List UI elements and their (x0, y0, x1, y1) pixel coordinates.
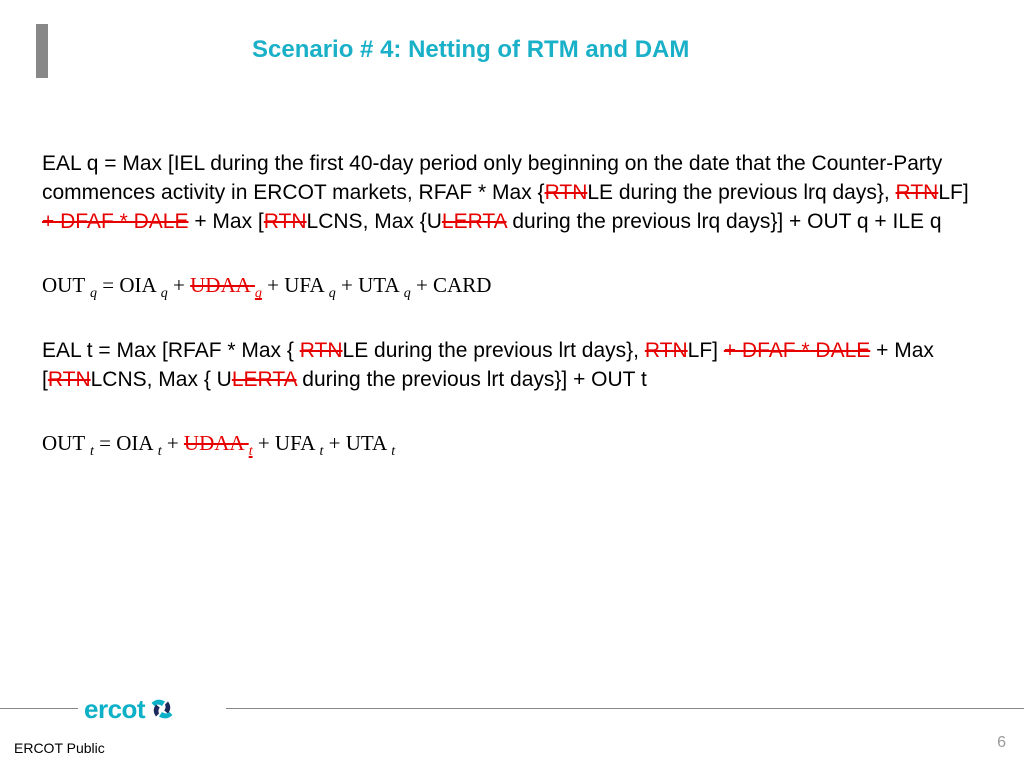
footer-rule-left (0, 708, 78, 709)
formula-eal-q: EAL q = Max [IEL during the first 40-day… (42, 150, 982, 237)
slide-body: EAL q = Max [IEL during the first 40-day… (42, 150, 982, 462)
title-accent-bar (36, 24, 48, 78)
logo-icon (147, 694, 177, 724)
formula-out-q: OUT q = OIA q + UDAA q + UFA q + UTA q +… (42, 271, 982, 304)
logo-text: ercot (84, 694, 145, 725)
formula-out-t: OUT t = OIA t + UDAA t + UFA t + UTA t (42, 429, 982, 462)
page-number: 6 (997, 734, 1006, 752)
formula-eal-t: EAL t = Max [RFAF * Max { RTNLE during t… (42, 337, 982, 395)
slide-title: Scenario # 4: Netting of RTM and DAM (252, 36, 689, 64)
footer-label: ERCOT Public (14, 740, 105, 756)
ercot-logo: ercot (84, 692, 220, 726)
footer-rule-right (226, 708, 1024, 709)
slide: Scenario # 4: Netting of RTM and DAM EAL… (0, 0, 1024, 768)
